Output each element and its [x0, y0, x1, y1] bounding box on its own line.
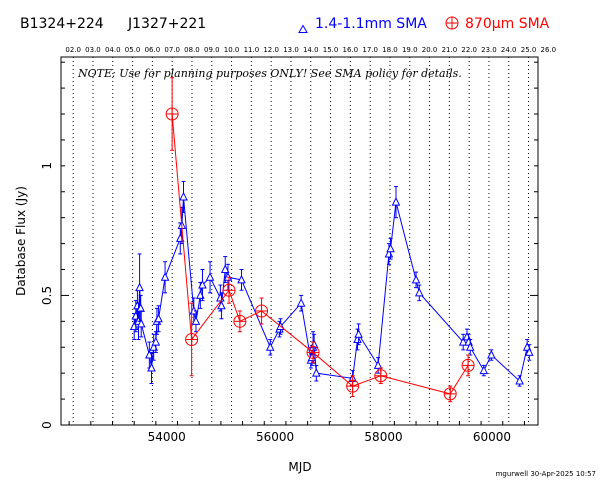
top-year-label: 18.0 — [382, 46, 398, 54]
footer-credit: mgurwell 30-Apr-2025 10:57 — [496, 470, 596, 478]
data-point — [465, 342, 475, 351]
data-point — [353, 334, 362, 343]
data-point — [525, 347, 534, 356]
data-point — [373, 360, 383, 369]
top-year-label: 04.0 — [105, 46, 121, 54]
top-year-label: 06.0 — [145, 46, 161, 54]
y-axis-label: Database Flux (Jy) — [14, 186, 28, 296]
data-point — [191, 316, 201, 325]
data-point — [222, 283, 236, 297]
top-year-label: 17.0 — [362, 46, 378, 54]
data-point — [391, 197, 401, 206]
series-870um — [165, 77, 475, 403]
top-year-label: 11.0 — [244, 46, 260, 54]
top-year-label: 15.0 — [323, 46, 339, 54]
data-point — [354, 329, 363, 338]
data-point — [309, 339, 319, 349]
source-label: B1324+224 — [20, 16, 104, 32]
x-tick-label: 58000 — [364, 430, 402, 444]
top-year-label: 24.0 — [501, 46, 517, 54]
data-point — [306, 345, 320, 359]
legend: 1.4-1.1mm SMA 870μm SMA — [298, 16, 550, 33]
top-year-label: 19.0 — [402, 46, 418, 54]
planning-note: NOTE: Use for planning purposes ONLY! Se… — [77, 67, 462, 80]
data-point — [136, 318, 146, 328]
data-point — [411, 274, 421, 284]
y-tick-label: 0.5 — [40, 286, 54, 305]
top-year-label: 09.0 — [204, 46, 220, 54]
data-point — [265, 342, 275, 351]
data-point — [179, 191, 188, 201]
top-year-label: 22.0 — [461, 46, 477, 54]
data-point — [217, 300, 226, 310]
data-point — [296, 298, 306, 307]
data-point — [135, 282, 144, 292]
top-year-label: 20.0 — [422, 46, 438, 54]
data-point — [233, 314, 247, 328]
top-year-label: 08.0 — [184, 46, 200, 54]
data-point — [374, 369, 388, 383]
data-point — [220, 264, 230, 274]
y-tick-label: 1 — [40, 162, 54, 170]
data-point — [147, 362, 156, 372]
legend-triangle-marker — [298, 24, 308, 33]
top-year-label: 25.0 — [521, 46, 537, 54]
data-point — [414, 287, 424, 297]
data-point — [461, 358, 475, 372]
x-tick-label: 60000 — [473, 430, 511, 444]
data-point — [443, 387, 457, 401]
year-gridlines — [72, 57, 530, 425]
data-point — [346, 379, 360, 393]
data-point — [386, 243, 395, 253]
data-point — [205, 272, 215, 281]
series-line — [171, 113, 469, 395]
top-year-label: 26.0 — [541, 46, 557, 54]
legend-label-blue: 1.4-1.1mm SMA — [315, 16, 427, 32]
data-point — [255, 304, 269, 318]
data-point — [479, 365, 489, 375]
top-year-label: 12.0 — [263, 46, 279, 54]
top-year-label: 03.0 — [85, 46, 101, 54]
top-year-label: 16.0 — [343, 46, 359, 54]
x-tick-label: 56000 — [256, 430, 294, 444]
legend-label-red: 870μm SMA — [465, 16, 550, 32]
data-point — [185, 332, 199, 346]
data-point — [487, 349, 496, 359]
y-tick-label: 0 — [40, 421, 54, 429]
top-year-label: 05.0 — [125, 46, 141, 54]
top-year-label: 10.0 — [224, 46, 240, 54]
plot-frame — [60, 56, 539, 426]
x-tick-label: 54000 — [148, 430, 186, 444]
top-year-label: 23.0 — [481, 46, 497, 54]
top-year-axis: 02.0 03.0 04.0 05.0 06.0 07.0 08.0 09.0 10.0 11.0… — [65, 46, 556, 54]
x-axis-label: MJD — [288, 460, 311, 474]
data-point — [458, 336, 468, 346]
x-axis: 54000 56000 58000 60000 — [68, 421, 525, 444]
series-1-4-1-1mm — [129, 180, 534, 387]
data-point — [198, 279, 207, 289]
alt-source-label: J1327+221 — [127, 16, 206, 32]
data-point — [154, 313, 163, 323]
data-point — [311, 368, 321, 377]
data-point — [515, 375, 524, 385]
data-point — [165, 107, 179, 121]
top-year-label: 13.0 — [283, 46, 299, 54]
legend-circle-plus-marker — [445, 16, 459, 30]
y-axis: 00.51 — [40, 61, 538, 429]
top-year-label: 21.0 — [442, 46, 458, 54]
top-year-label: 14.0 — [303, 46, 319, 54]
data-point — [151, 336, 161, 346]
data-point — [237, 274, 246, 284]
top-year-label: 02.0 — [65, 46, 81, 54]
data-point — [160, 272, 170, 281]
top-year-label: 07.0 — [164, 46, 180, 54]
